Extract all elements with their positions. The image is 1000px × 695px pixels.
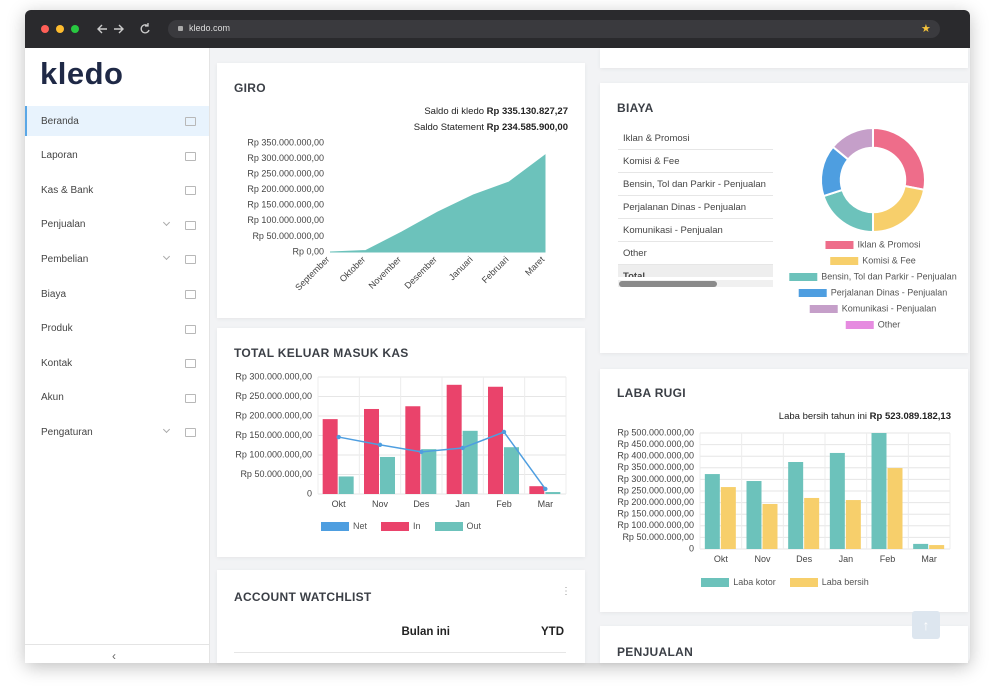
penjualan-card <box>600 626 968 663</box>
chevron <box>162 426 171 434</box>
menu-icon <box>185 151 196 161</box>
url: kledo.com <box>189 23 231 33</box>
legend-item: Laba kotor <box>701 577 776 587</box>
menu-label: Biaya <box>41 288 67 300</box>
legend-item: In <box>380 521 421 531</box>
min-dot[interactable] <box>56 25 64 33</box>
saldo-value: Rp 335.130.827,27 <box>486 106 568 117</box>
summary: Laba bersih tahun ini Rp 523.089.182,13 <box>779 411 951 422</box>
menu-item[interactable]: Akun <box>25 383 209 413</box>
legend-swatch <box>380 521 409 531</box>
scroll-top-button[interactable]: ↑ <box>912 611 940 639</box>
card-title: ACCOUNT WATCHLIST <box>234 590 372 604</box>
nav-icons[interactable] <box>95 20 155 38</box>
table-row: Total <box>618 265 773 277</box>
legend: Laba kotor Laba bersih <box>700 577 870 587</box>
menu-item[interactable]: Pengaturan <box>25 417 209 447</box>
watchlist-card <box>217 570 585 663</box>
menu-label: Beranda <box>41 115 79 127</box>
card-title: LABA RUGI <box>617 386 686 400</box>
menu-icon <box>185 324 196 334</box>
giro-card <box>217 63 585 318</box>
star-icon[interactable]: ★ <box>921 23 931 35</box>
saldo-value: Rp 234.585.900,00 <box>486 122 568 133</box>
legend-label: Laba kotor <box>733 577 776 587</box>
menu-label: Laporan <box>41 150 78 162</box>
more-button[interactable]: ⋮ <box>561 586 571 597</box>
menu-item[interactable]: Pembelian <box>25 244 209 274</box>
laba-card <box>600 369 968 612</box>
menu-item[interactable]: Kas & Bank <box>25 175 209 205</box>
column-header: YTD <box>541 626 564 638</box>
menu-label: Produk <box>41 323 73 335</box>
menu-icon <box>185 255 196 265</box>
menu-label: Penjualan <box>41 219 86 231</box>
url-bar[interactable] <box>168 20 940 38</box>
sidebar <box>25 48 210 663</box>
max-dot[interactable] <box>71 25 79 33</box>
lock-icon <box>178 26 183 31</box>
legend-swatch <box>434 521 463 531</box>
table-row: Other <box>618 242 773 265</box>
saldo-line: Saldo di kledo Rp 335.130.827,27 <box>424 106 568 117</box>
card-title: BIAYA <box>617 101 654 115</box>
legend-swatch <box>701 577 730 587</box>
active-bg <box>25 106 209 136</box>
menu-item[interactable]: Produk <box>25 314 209 344</box>
menu-icon <box>185 186 196 196</box>
menu-icon <box>185 290 196 299</box>
sidebar-footer <box>25 644 209 645</box>
logo[interactable]: kledo <box>40 56 124 91</box>
menu-label: Kontak <box>41 357 73 369</box>
saldo-label: Saldo di kledo <box>424 106 485 117</box>
legend-item: Out <box>434 521 482 531</box>
table-row: Perjalanan Dinas - Penjualan <box>618 196 773 219</box>
close-dot[interactable] <box>41 25 49 33</box>
saldo-line: Saldo Statement Rp 234.585.900,00 <box>414 122 568 133</box>
chevron <box>162 253 171 261</box>
menu-label: Akun <box>41 392 64 404</box>
saldo-label: Saldo Statement <box>413 122 485 133</box>
menu-item[interactable]: Penjualan <box>25 210 209 240</box>
legend-label: Laba bersih <box>821 577 869 587</box>
legend-label: Net <box>352 521 367 531</box>
menu-label: Kas & Bank <box>41 184 94 196</box>
menu-item[interactable]: Kontak <box>25 348 209 378</box>
card <box>600 48 968 68</box>
summary-label: Laba bersih tahun ini <box>778 411 868 422</box>
menu-label: Pembelian <box>41 253 89 265</box>
column-header: Bulan ini <box>401 626 450 638</box>
chevron <box>162 218 171 226</box>
table-row: Komisi & Fee <box>618 150 773 173</box>
menu-label: Pengaturan <box>41 426 93 438</box>
divider <box>234 652 566 653</box>
collapse-button[interactable]: ‹ <box>112 649 116 663</box>
table-row: Komunikasi - Penjualan <box>618 219 773 242</box>
menu-item[interactable]: Laporan <box>25 141 209 171</box>
menu-item[interactable]: Biaya <box>25 279 209 309</box>
summary-value: Rp 523.089.182,13 <box>869 411 951 422</box>
scroll-thumb[interactable] <box>619 281 717 287</box>
table-row: Iklan & Promosi <box>618 127 773 150</box>
menu-icon <box>185 220 196 230</box>
legend-swatch <box>789 577 818 587</box>
legend-label: In <box>412 521 421 531</box>
menu-item[interactable]: Beranda <box>25 106 209 136</box>
card-title: PENJUALAN <box>617 645 694 659</box>
legend-item: Laba bersih <box>789 577 869 587</box>
menu-icon <box>185 393 196 403</box>
menu-icon <box>185 428 196 438</box>
card-title: TOTAL KELUAR MASUK KAS <box>234 346 409 360</box>
table-row: Bensin, Tol dan Parkir - Penjualan <box>618 173 773 196</box>
card-title: GIRO <box>234 81 266 95</box>
menu-icon <box>185 359 196 369</box>
legend-item: Net <box>320 521 367 531</box>
legend-swatch <box>320 521 349 531</box>
biaya-table: Iklan & Promosi Komisi & Fee Bensin, Tol d… <box>618 127 773 277</box>
legend: Net In Out <box>217 521 585 531</box>
menu-icon <box>185 117 196 126</box>
legend-label: Out <box>466 521 482 531</box>
